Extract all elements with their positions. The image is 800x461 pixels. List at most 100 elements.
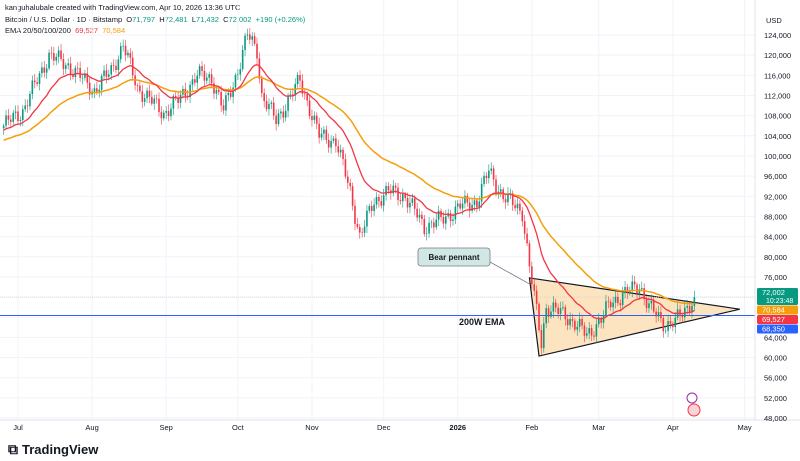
candle-body <box>296 74 299 85</box>
candle-body <box>81 77 84 79</box>
candle-body <box>2 125 5 129</box>
time-tick-label: 2026 <box>449 423 466 432</box>
candle-body <box>72 74 74 78</box>
candle-body <box>437 210 440 220</box>
candle-body <box>179 94 182 103</box>
candle-body <box>370 206 373 211</box>
candle-body <box>562 307 564 309</box>
candle-body <box>586 333 588 336</box>
price-tick-label: 80,000 <box>764 253 787 262</box>
candle-body <box>237 74 239 76</box>
candle-body <box>213 83 215 94</box>
candle-body <box>308 100 311 117</box>
candle-body <box>361 232 363 234</box>
candle-body <box>275 115 277 124</box>
price-tag <box>757 288 798 305</box>
candle-body <box>280 111 282 114</box>
candle-body <box>14 111 17 113</box>
candle-body <box>358 227 361 233</box>
candle-body <box>425 233 428 235</box>
candle-body <box>206 77 208 81</box>
candle-body <box>53 53 55 61</box>
candle-body <box>74 67 77 78</box>
candle-body <box>327 139 330 148</box>
credit-line: kanguhalubale created with TradingView.c… <box>5 3 241 12</box>
candle-body <box>597 318 600 325</box>
candle-body <box>492 168 495 180</box>
candle-body <box>684 307 686 318</box>
candle-body <box>652 300 655 312</box>
candle-body <box>76 67 79 69</box>
price-tick-label: 84,000 <box>764 233 787 242</box>
candle-body <box>385 185 387 196</box>
price-tick-label: 100,000 <box>764 152 791 161</box>
change-value: +190 (+0.26%) <box>255 15 306 24</box>
close-value: 72,002 <box>228 15 252 24</box>
candle-body <box>640 288 643 290</box>
candle-body <box>299 74 301 81</box>
candle-body <box>342 149 344 160</box>
candle-body <box>483 175 485 184</box>
symbol-name[interactable]: Bitcoin / U.S. Dollar · 1D · Bitstamp <box>5 15 123 24</box>
candle-body <box>497 191 500 194</box>
price-tag-value: 70,584 <box>762 306 785 315</box>
candle-body <box>270 102 273 104</box>
currency-label: USD <box>766 16 782 25</box>
candle-body <box>88 82 91 95</box>
candle-body <box>387 185 390 191</box>
candle-body <box>550 311 552 317</box>
ema200w-label: 200W EMA <box>459 317 506 327</box>
candle-body <box>189 84 191 98</box>
candle-body <box>631 281 634 291</box>
candle-body <box>165 111 167 113</box>
candle-body <box>10 119 12 122</box>
candle-body <box>569 318 571 326</box>
candle-body <box>86 73 89 83</box>
time-tick-label: Nov <box>305 423 319 432</box>
candle-body <box>375 196 378 205</box>
price-tick-label: 64,000 <box>764 333 787 342</box>
candle-body <box>368 206 371 211</box>
candle-body <box>268 103 270 110</box>
tradingview-logo[interactable]: ⧉ TradingView <box>8 441 98 458</box>
low-value: 71,432 <box>195 15 219 24</box>
candle-body <box>69 63 72 75</box>
candle-body <box>516 203 519 209</box>
candle-body <box>633 281 636 285</box>
candle-body <box>576 326 579 330</box>
candle-body <box>229 92 232 97</box>
candle-body <box>533 284 536 291</box>
price-tag <box>757 305 798 315</box>
candle-body <box>96 88 98 92</box>
candle-body <box>571 318 574 321</box>
candle-body <box>507 193 509 203</box>
time-tick-label: Sep <box>160 423 173 432</box>
price-tag <box>757 315 798 324</box>
candle-body <box>478 201 481 208</box>
candle-body <box>679 309 681 316</box>
candle-body <box>292 94 294 96</box>
candle-body <box>511 193 514 206</box>
high-value: 72,481 <box>164 15 188 24</box>
candle-body <box>421 214 423 219</box>
candle-body <box>203 70 206 81</box>
candle-body <box>258 58 261 79</box>
candle-body <box>499 189 502 192</box>
candle-body <box>220 92 222 106</box>
candle-body <box>222 105 225 111</box>
candle-body <box>583 325 586 336</box>
candle-body <box>55 56 58 61</box>
candle-body <box>662 318 665 332</box>
candle-body <box>514 205 516 209</box>
candle-body <box>304 93 306 95</box>
candle-body <box>167 111 170 117</box>
candle-body <box>657 312 660 317</box>
candle-body <box>442 217 445 224</box>
ema-legend[interactable]: EMA 20/50/100/200 69,527 70,584 <box>5 26 125 35</box>
candle-body <box>45 68 48 73</box>
candle-body <box>127 52 129 56</box>
price-tick-label: 108,000 <box>764 112 791 121</box>
candle-body <box>373 204 375 211</box>
candle-body <box>607 301 610 303</box>
